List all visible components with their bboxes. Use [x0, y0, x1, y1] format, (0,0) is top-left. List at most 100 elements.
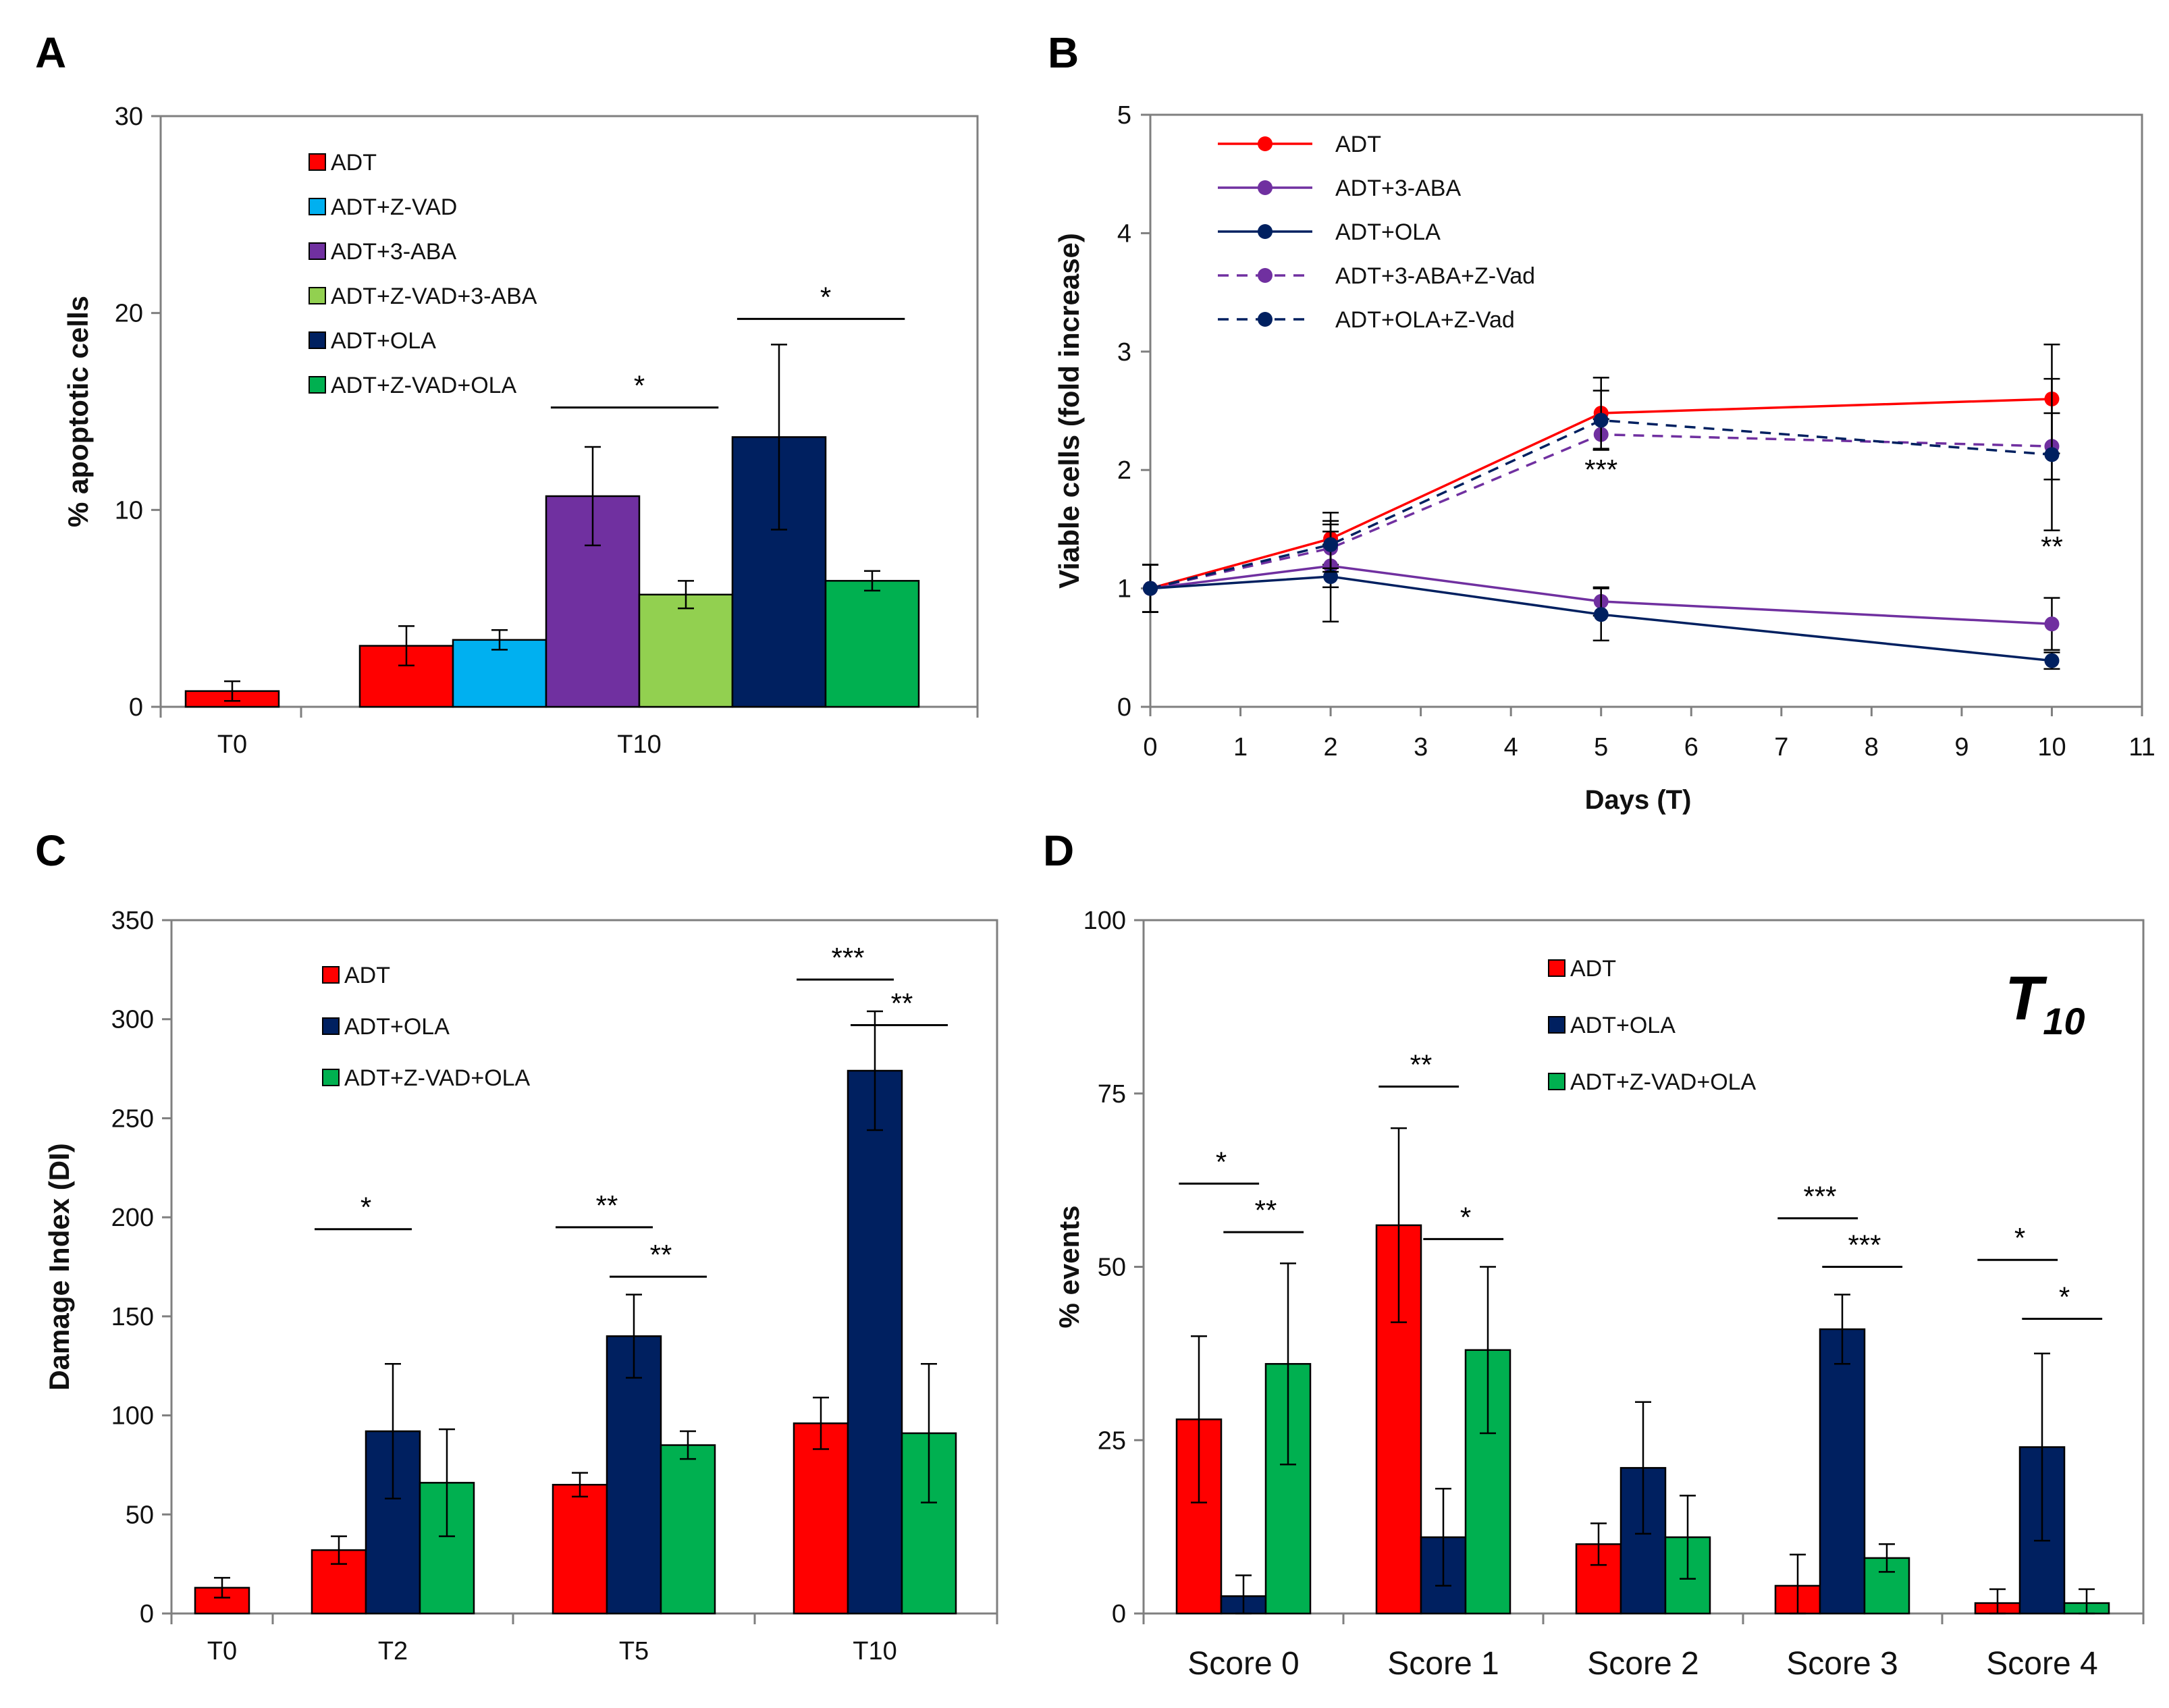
- legend-swatch-adt-z-vad-3-aba: [309, 287, 326, 304]
- panel-b-viability-chart: 0 1 2 3 4 5 0 1 2 3 4 5 6 7 8 9 10 11 Days (T) Viable cells…: [1053, 101, 2155, 815]
- x-tick-label: 1: [1233, 733, 1248, 762]
- legend-entry: ADT+Z-VAD+3-ABA: [331, 284, 537, 309]
- x-axis-label: Days (T): [1585, 785, 1692, 815]
- bar-t10-adt: [793, 1422, 849, 1615]
- bar-t10-adt-z-vad-3-aba: [638, 593, 734, 708]
- x-tick-label: 8: [1865, 733, 1879, 762]
- significance-marker: ***: [831, 942, 864, 973]
- x-tick-label: 10: [2037, 733, 2066, 762]
- significance-marker: *: [1460, 1201, 1471, 1233]
- y-tick-label: 200: [111, 1204, 154, 1232]
- legend-swatch-adt-3-aba: [309, 242, 326, 260]
- y-tick-label: 3: [1117, 338, 1131, 367]
- legend-entry: ADT+OLA: [344, 1014, 450, 1040]
- y-tick-label: 50: [126, 1501, 154, 1529]
- legend-swatch-adt-ola: [1548, 1016, 1565, 1034]
- bar-t10-adt-z-vad-ola: [824, 580, 920, 708]
- y-tick-label: 25: [1098, 1426, 1126, 1455]
- legend-swatch-adt-z-vad-ola: [1548, 1073, 1565, 1090]
- legend-marker-adt-3-aba-z-vad: [1258, 268, 1273, 283]
- data-point-adt-ola: [1323, 569, 1339, 585]
- x-tick-label: 7: [1774, 733, 1788, 762]
- y-tick-label: 75: [1098, 1080, 1126, 1109]
- legend-swatch-adt: [1548, 959, 1565, 977]
- data-point-adt-ola-z-vad: [1143, 581, 1158, 596]
- x-tick-label: 3: [1414, 733, 1428, 762]
- plot-frame: [1149, 113, 2143, 708]
- y-axis-label: % apoptotic cells: [62, 296, 94, 527]
- panel-d-score-events-chart: 0 25 50 75 100 % events Score 0 Score 1 Score 2 S…: [1053, 907, 2145, 1682]
- series-line-adt-3-aba-z-vad: [1150, 433, 2052, 590]
- legend-entry: ADT+Z-VAD+OLA: [1570, 1069, 1757, 1095]
- x-tick-label: 0: [1143, 733, 1157, 762]
- x-category-label: Score 0: [1187, 1646, 1299, 1682]
- y-tick-label: 10: [115, 496, 143, 525]
- significance-marker: **: [596, 1190, 618, 1221]
- legend-marker-adt: [1258, 136, 1273, 151]
- legend-entry: ADT+3-ABA+Z-Vad: [1335, 263, 1535, 289]
- legend-entry: ADT: [344, 963, 390, 988]
- series-line-adt-ola-z-vad: [1150, 419, 2052, 590]
- legend-swatch-adt-z-vad-ola: [322, 1069, 340, 1086]
- panel-label-d: D: [1043, 826, 1074, 875]
- legend-swatch-adt-z-vad: [309, 198, 326, 215]
- bar-t5-adt-z-vad-ola: [660, 1444, 716, 1615]
- x-category-label: T2: [378, 1637, 408, 1665]
- y-axis-label: % events: [1053, 1205, 1085, 1328]
- x-category-label: T10: [617, 730, 661, 759]
- legend-entry: ADT+OLA: [1570, 1013, 1676, 1038]
- y-tick-label: 0: [1117, 693, 1131, 722]
- x-category-label: Score 3: [1786, 1646, 1898, 1682]
- y-tick-label: 20: [115, 300, 143, 328]
- significance-marker: *: [2059, 1281, 2070, 1313]
- y-tick-label: 5: [1117, 101, 1131, 130]
- data-point-adt-ola: [1593, 607, 1609, 622]
- legend-entry: ADT+Z-VAD+OLA: [331, 373, 517, 398]
- y-axis-label: Viable cells (fold increase): [1053, 233, 1085, 589]
- bar-t5-adt-ola: [606, 1335, 662, 1615]
- x-tick-label: 11: [2128, 733, 2155, 762]
- x-tick-label: 9: [1954, 733, 1969, 762]
- y-tick-label: 0: [140, 1600, 154, 1628]
- legend-entry: ADT+Z-VAD: [331, 194, 457, 220]
- legend-swatch-adt-z-vad-ola: [309, 376, 326, 394]
- y-tick-label: 0: [129, 693, 143, 722]
- significance-marker: ***: [1848, 1229, 1881, 1261]
- y-tick-label: 50: [1098, 1254, 1126, 1282]
- significance-marker: *: [634, 370, 645, 402]
- data-point-adt-ola: [2044, 653, 2060, 668]
- y-tick-label: 100: [1083, 907, 1126, 935]
- legend-swatch-adt-ola: [322, 1017, 340, 1035]
- x-category-label: Score 4: [1986, 1646, 2097, 1682]
- x-tick-label: 6: [1684, 733, 1698, 762]
- x-tick-label: 2: [1324, 733, 1338, 762]
- data-point-adt-ola-z-vad: [2044, 447, 2060, 462]
- legend-swatch-adt: [322, 966, 340, 984]
- data-point-adt-3-aba: [2044, 616, 2060, 632]
- x-category-label: T0: [217, 730, 247, 759]
- panel-label-c: C: [35, 826, 66, 875]
- significance-marker: *: [360, 1192, 371, 1223]
- panel-d-title-subscript: 10: [2043, 1000, 2085, 1042]
- significance-marker: *: [1216, 1146, 1227, 1177]
- bar-t5-adt: [552, 1484, 608, 1615]
- y-tick-label: 300: [111, 1006, 154, 1034]
- significance-marker: **: [650, 1239, 672, 1271]
- significance-marker: ***: [1803, 1181, 1836, 1212]
- y-tick-label: 1: [1117, 575, 1131, 604]
- legend-entry: ADT+OLA+Z-Vad: [1335, 307, 1515, 333]
- legend-entry: ADT+Z-VAD+OLA: [344, 1065, 531, 1091]
- series-line-adt-ola: [1150, 575, 2052, 662]
- panel-a-apoptosis-chart: 0 10 20 30 % apoptotic cells T0 T10 * * ADT ADT+Z-…: [62, 103, 979, 759]
- legend-marker-adt-3-aba: [1258, 180, 1273, 195]
- data-point-adt-ola-z-vad: [1323, 537, 1339, 552]
- x-category-label: T0: [207, 1637, 237, 1665]
- y-tick-label: 30: [115, 103, 143, 131]
- x-category-label: Score 1: [1387, 1646, 1499, 1682]
- legend-marker-adt-ola-z-vad: [1258, 312, 1273, 327]
- significance-marker: *: [2014, 1222, 2025, 1254]
- x-tick-label: 4: [1504, 733, 1518, 762]
- data-point-adt-ola-z-vad: [1593, 412, 1609, 428]
- series-line-adt: [1150, 398, 2052, 590]
